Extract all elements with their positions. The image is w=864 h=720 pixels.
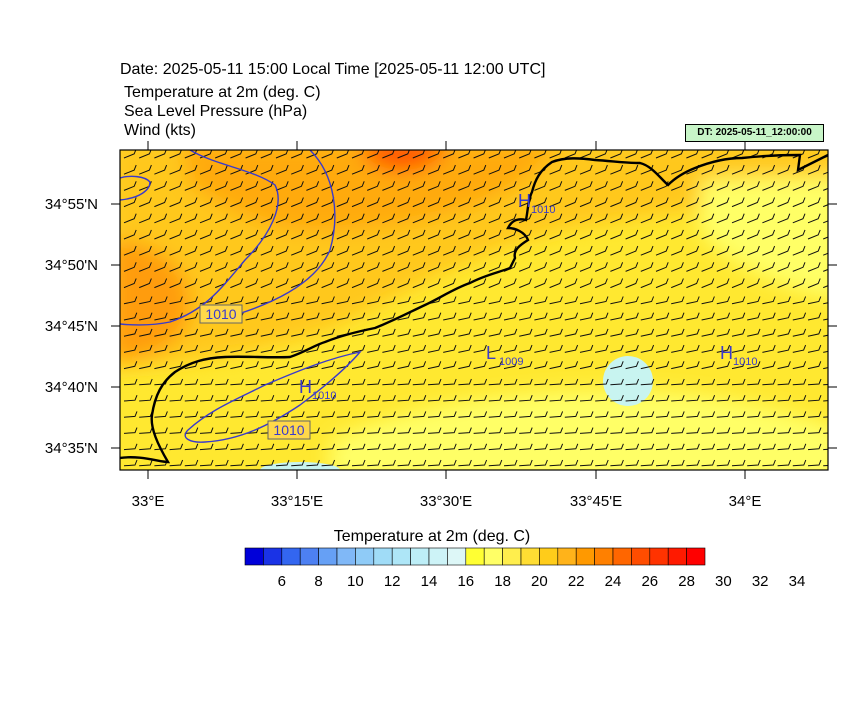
pressure-center-high: H 1010 xyxy=(299,377,336,402)
colorbar-swatch xyxy=(428,547,448,566)
colorbar-tick-label: 28 xyxy=(678,573,695,590)
isobar-label: 1010 xyxy=(199,304,243,324)
colorbar-swatch xyxy=(465,547,485,566)
lat-label: 34°40'N xyxy=(45,379,98,396)
plot-frame xyxy=(119,149,829,471)
colorbar-swatch xyxy=(263,547,283,566)
pressure-center-letter: L xyxy=(486,343,496,363)
dt-badge: DT: 2025-05-11_12:00:00 xyxy=(685,124,824,142)
colorbar-tick-label: 22 xyxy=(568,573,585,590)
colorbar-swatch xyxy=(667,547,687,566)
lon-label: 33°30'E xyxy=(420,493,472,510)
lon-label: 33°15'E xyxy=(271,493,323,510)
isobar-label-text: 1010 xyxy=(273,422,304,438)
lat-label: 34°35'N xyxy=(45,440,98,457)
pressure-center-value: 1010 xyxy=(733,356,757,368)
pressure-center-value: 1010 xyxy=(312,390,336,402)
colorbar-tick-label: 24 xyxy=(605,573,622,590)
colorbar-swatch xyxy=(318,547,338,566)
colorbar-tick-label: 14 xyxy=(421,573,438,590)
lon-label: 34°E xyxy=(729,493,762,510)
colorbar-swatch xyxy=(391,547,411,566)
colorbar-swatch xyxy=(557,547,577,566)
colorbar-title: Temperature at 2m (deg. C) xyxy=(333,528,531,545)
colorbar-tick-label: 16 xyxy=(457,573,474,590)
pressure-center-value: 1010 xyxy=(531,204,555,216)
lon-label: 33°E xyxy=(132,493,165,510)
lat-label: 34°55'N xyxy=(45,196,98,213)
isobars xyxy=(120,150,362,443)
colorbar-tick-label: 12 xyxy=(384,573,401,590)
isobar-label-text: 1010 xyxy=(205,306,236,322)
colorbar-tick-label: 20 xyxy=(531,573,548,590)
colorbar-swatch xyxy=(594,547,614,566)
colorbar-swatch xyxy=(612,547,632,566)
lat-label: 34°45'N xyxy=(45,318,98,335)
colorbar-swatch xyxy=(410,547,430,566)
colorbar-swatch xyxy=(336,547,356,566)
isobar-labels: 1010 1010 xyxy=(199,304,311,440)
variable-temperature-label: Temperature at 2m (deg. C) xyxy=(124,84,321,101)
temperature-colorbar: 6 8 10 12 14 16 18 20 22 24 26 28 30 32 34 xyxy=(244,547,806,590)
colorbar-swatch xyxy=(502,547,522,566)
pressure-center-letter: H xyxy=(720,343,733,363)
colorbar-tick-label: 26 xyxy=(641,573,658,590)
pressure-center-value: 1009 xyxy=(499,356,523,368)
colorbar-swatch xyxy=(373,547,393,566)
colorbar-swatch xyxy=(299,547,319,566)
isobar-label: 1010 xyxy=(267,420,311,440)
date-line: Date: 2025-05-11 15:00 Local Time [2025-… xyxy=(120,61,546,78)
wind-barbs xyxy=(123,150,828,467)
colorbar-tick-label: 8 xyxy=(314,573,322,590)
colorbar-tick-label: 10 xyxy=(347,573,364,590)
colorbar-swatch xyxy=(631,547,651,566)
colorbar-swatch xyxy=(355,547,375,566)
colorbar-swatch xyxy=(686,547,706,566)
pressure-center-letter: H xyxy=(299,377,312,397)
map-axes: 34°55'N 34°50'N 34°45'N 34°40'N 34°35'N 33°E 3… xyxy=(45,141,837,510)
lat-label: 34°50'N xyxy=(45,257,98,274)
lon-label: 33°45'E xyxy=(570,493,622,510)
colorbar-swatch xyxy=(483,547,503,566)
map-header: Date: 2025-05-11 15:00 Local Time [2025-… xyxy=(0,0,864,150)
colorbar-tick-label: 34 xyxy=(789,573,806,590)
colorbar-tick-label: 30 xyxy=(715,573,732,590)
pressure-center-high: H 1010 xyxy=(518,191,555,216)
colorbar-tick-label: 32 xyxy=(752,573,769,590)
colorbar-swatch xyxy=(575,547,595,566)
colorbar-tick-label: 18 xyxy=(494,573,511,590)
pressure-center-high: H 1010 xyxy=(720,343,757,368)
pressure-center-low: L 1009 xyxy=(486,343,523,368)
colorbar-swatch xyxy=(649,547,669,566)
colorbar-tick-label: 6 xyxy=(278,573,286,590)
temperature-field xyxy=(120,150,828,470)
variable-pressure-label: Sea Level Pressure (hPa) xyxy=(124,103,308,120)
coastline xyxy=(120,153,828,464)
colorbar-swatch xyxy=(244,547,264,566)
pressure-center-letter: H xyxy=(518,191,531,211)
colorbar-swatch xyxy=(520,547,540,566)
variable-wind-label: Wind (kts) xyxy=(124,122,196,139)
colorbar-swatch xyxy=(447,547,467,566)
colorbar-swatch xyxy=(539,547,559,566)
colorbar-swatch xyxy=(281,547,301,566)
